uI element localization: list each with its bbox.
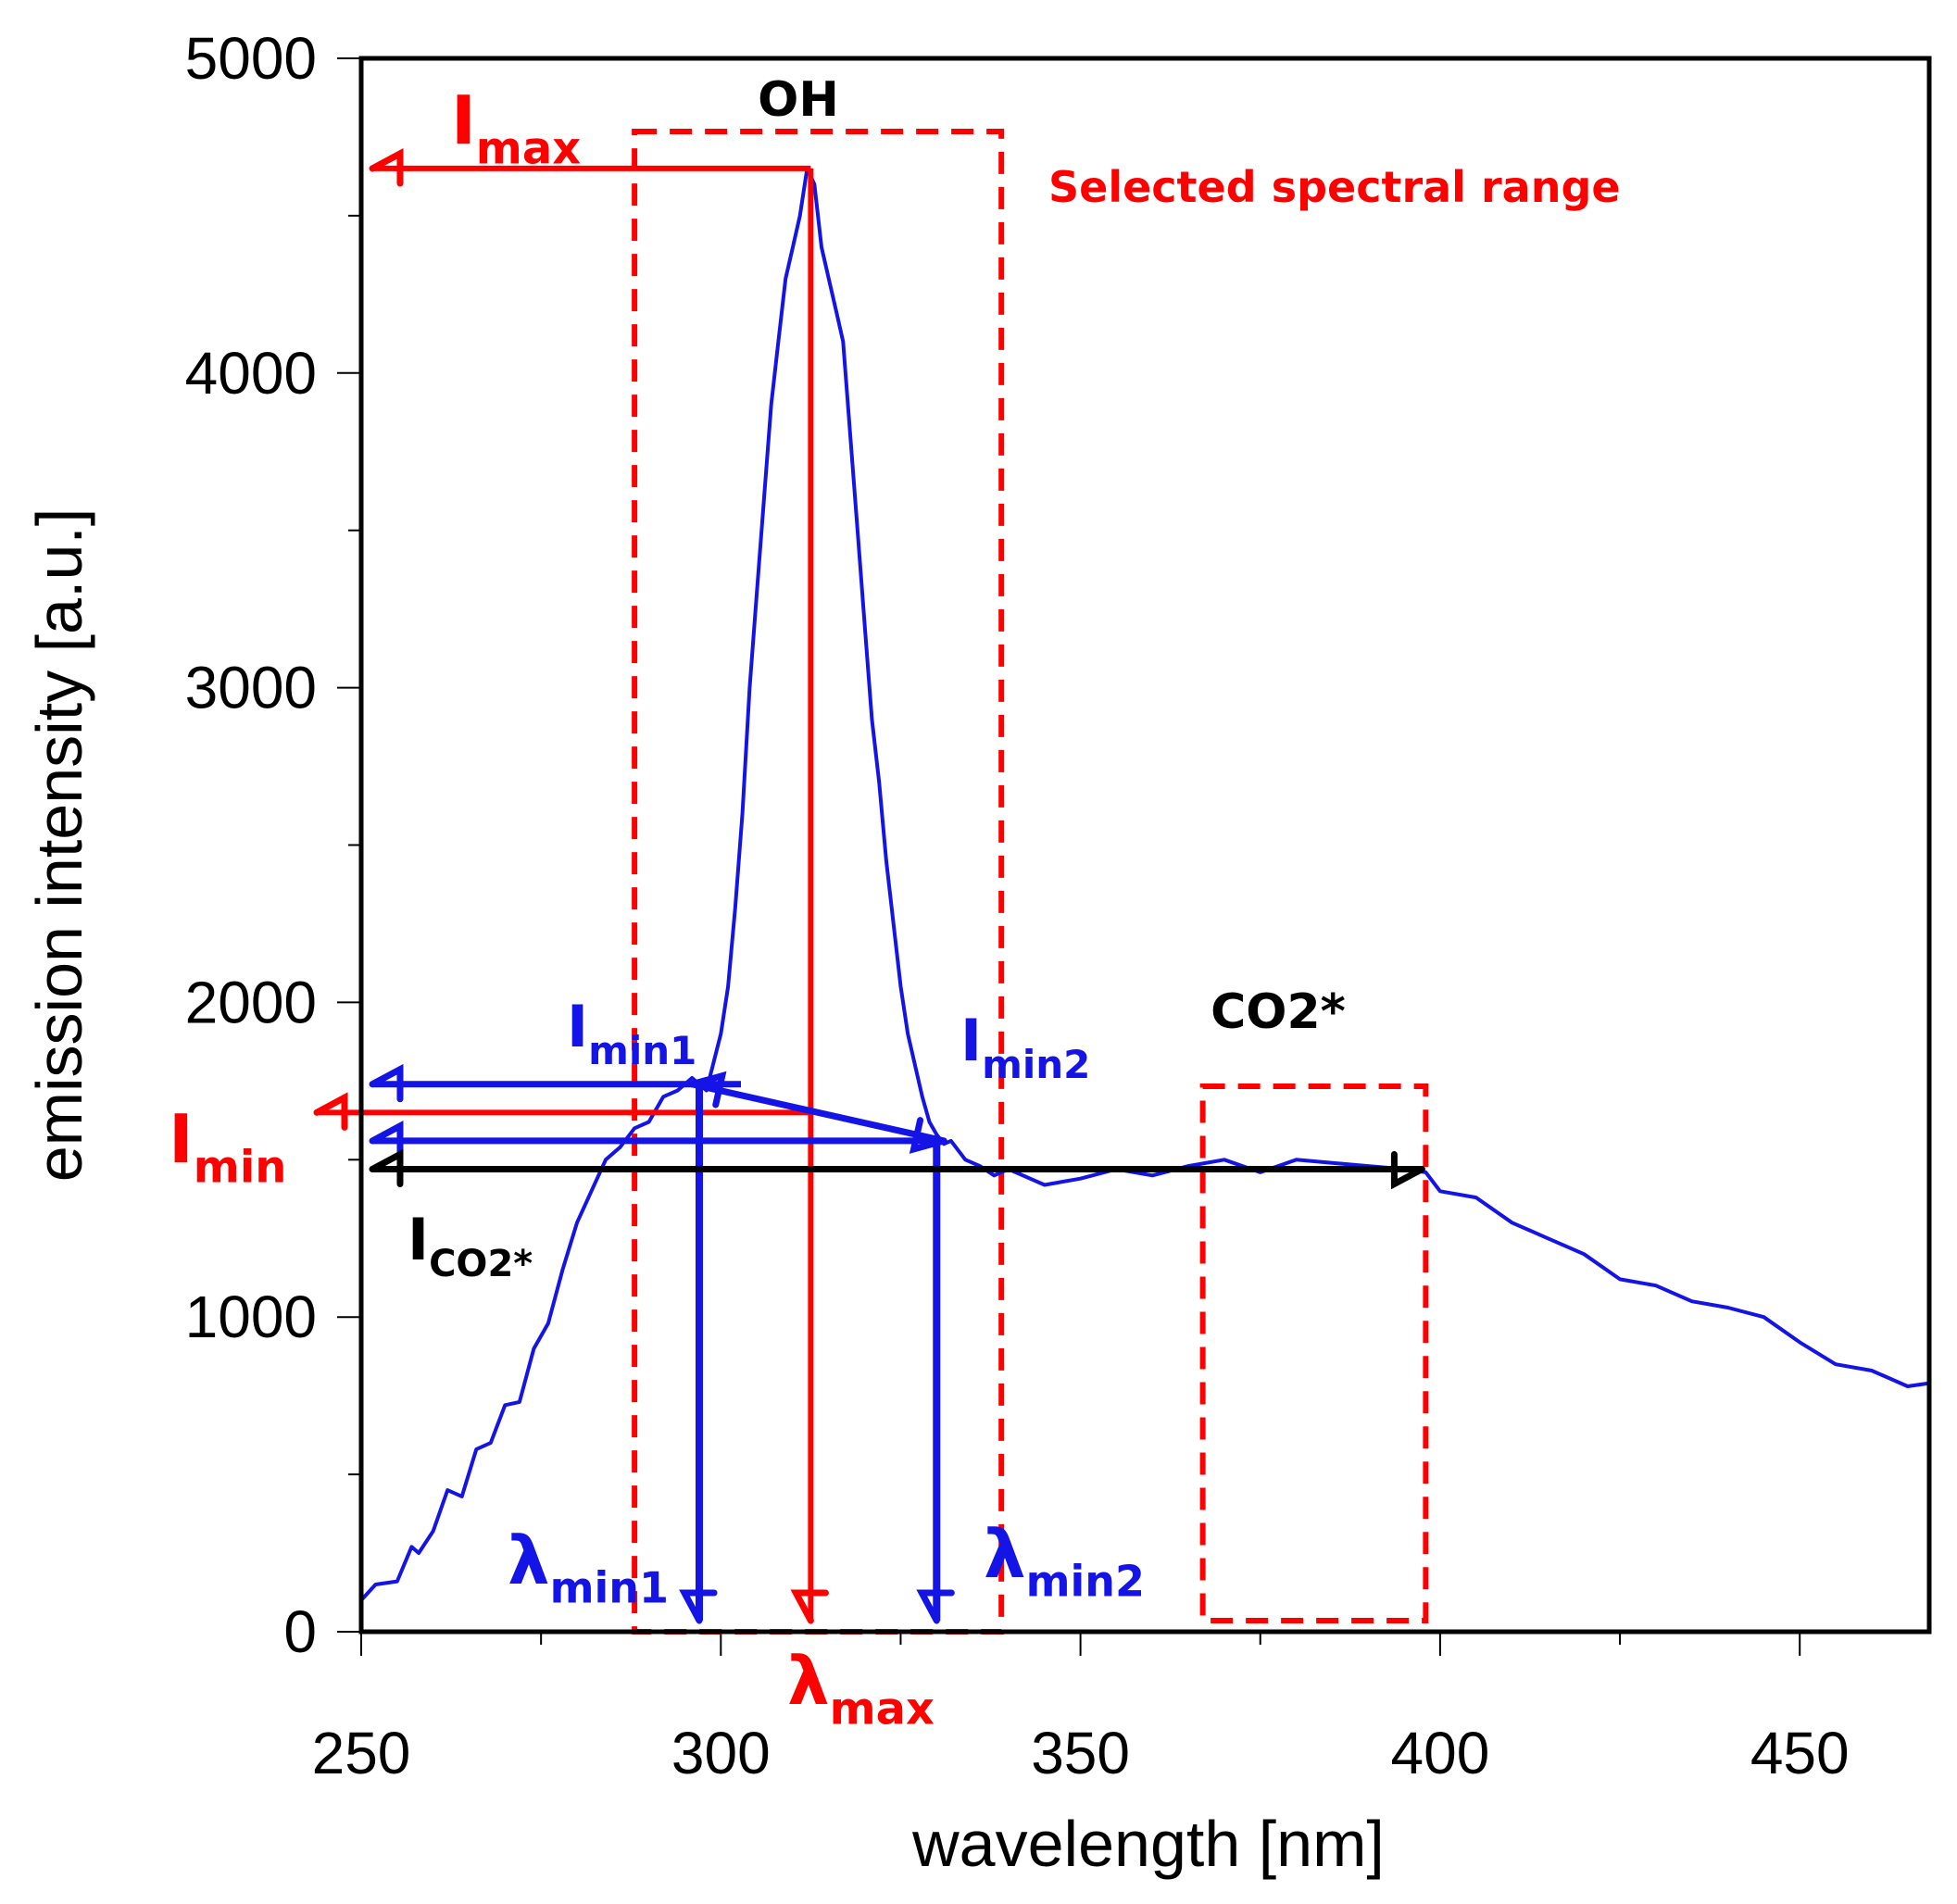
x-tick-label: 450 bbox=[1750, 1720, 1850, 1786]
ico2-label: ICO2* bbox=[408, 1206, 533, 1285]
imax-arrow-head bbox=[369, 148, 404, 187]
y-tick-label: 5000 bbox=[185, 25, 317, 92]
imin1-label: Imin1 bbox=[567, 993, 696, 1073]
plot-frame bbox=[358, 56, 1932, 1635]
x-tick-label: 300 bbox=[671, 1720, 771, 1786]
imax-label: Imax bbox=[451, 81, 581, 175]
x-tick-label: 400 bbox=[1391, 1720, 1490, 1786]
ico2-arrow-head-start bbox=[369, 1148, 404, 1188]
selected-range-box bbox=[632, 129, 1005, 1635]
co2-range-box bbox=[1199, 1084, 1429, 1623]
y-tick-label: 0 bbox=[283, 1598, 317, 1665]
x-tick-label: 250 bbox=[312, 1720, 411, 1786]
lambda-max-label: λmax bbox=[787, 1642, 935, 1735]
imin2-label: Imin2 bbox=[960, 1007, 1090, 1087]
y-tick-label: 3000 bbox=[185, 655, 317, 721]
min1-min2-arrow bbox=[691, 1081, 946, 1145]
lambda-min2-arrow-head bbox=[916, 1589, 955, 1624]
lambda-min1-label: λmin1 bbox=[508, 1522, 669, 1613]
y-tick-label: 1000 bbox=[185, 1284, 317, 1350]
imin2-arrow-head bbox=[369, 1121, 404, 1159]
lambda-min1-arrow-head bbox=[679, 1589, 718, 1624]
imin-arrow-head bbox=[313, 1092, 348, 1131]
x-tick-label: 350 bbox=[1031, 1720, 1130, 1786]
co2-label: CO2* bbox=[1211, 984, 1346, 1040]
min1-min2-arrow-head-start bbox=[688, 1071, 727, 1109]
y-tick-label: 2000 bbox=[185, 969, 317, 1035]
y-axis-title: emission intensity [a.u.] bbox=[23, 508, 95, 1183]
ico2-arrow-head bbox=[1390, 1150, 1425, 1190]
imin1-arrow-head bbox=[369, 1063, 404, 1103]
imin-label: Imin bbox=[169, 1100, 286, 1194]
spectrum-line bbox=[359, 166, 1930, 1602]
x-axis-title: wavelength [nm] bbox=[911, 1808, 1385, 1880]
lambda-max-arrow-head bbox=[790, 1589, 829, 1624]
y-tick-label: 4000 bbox=[185, 340, 317, 407]
lambda-min2-label: λmin2 bbox=[984, 1515, 1145, 1607]
oh-label: OH bbox=[758, 72, 839, 128]
selected-range-label: Selected spectral range bbox=[1048, 162, 1621, 212]
